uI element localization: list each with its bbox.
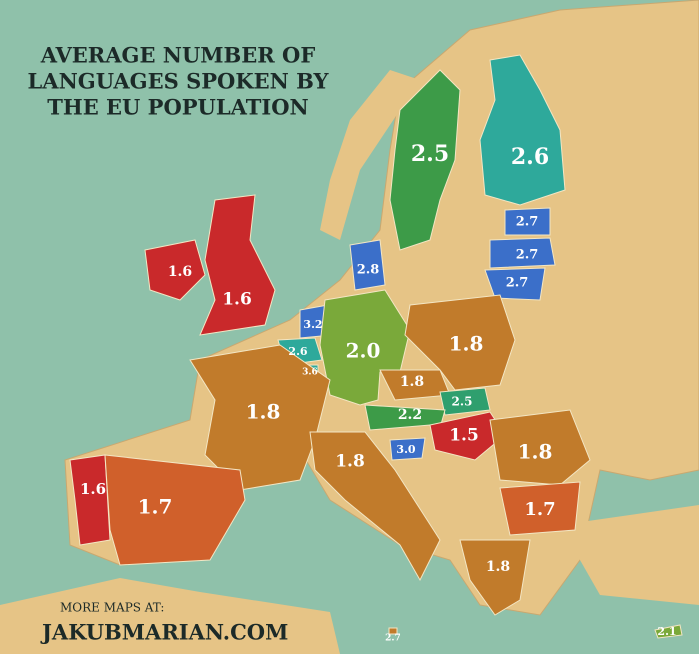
region	[319, 289, 411, 406]
region	[479, 54, 566, 206]
region	[69, 454, 111, 546]
region-label: 2.5	[411, 141, 449, 167]
land	[560, 505, 699, 605]
title-line: THE EU POPULATION	[47, 95, 308, 120]
region-label: 1.8	[518, 440, 553, 464]
region	[309, 431, 441, 582]
region-label: 1.6	[222, 290, 252, 310]
region-label: 3.2	[303, 318, 322, 331]
region	[404, 294, 516, 391]
region	[439, 387, 491, 416]
region	[388, 627, 398, 635]
region-label: 2.6	[511, 144, 549, 170]
region	[654, 624, 683, 639]
region-label: 2.5	[452, 395, 473, 409]
region-label: 2.7	[385, 634, 401, 644]
region	[104, 454, 246, 566]
region	[429, 411, 506, 461]
region	[389, 437, 426, 461]
region-label: 1.8	[400, 374, 424, 390]
region	[459, 539, 531, 616]
region-label: 1.7	[138, 495, 173, 519]
region-label: 1.5	[449, 426, 479, 446]
region-label: 1.6	[168, 264, 192, 280]
region-label: 2.8	[357, 263, 380, 278]
region-label: 1.7	[524, 499, 555, 520]
region-label: 2.0	[346, 339, 381, 363]
region	[484, 267, 546, 301]
region-label: 2.2	[398, 407, 422, 423]
region-label: 2.7	[516, 248, 539, 263]
region-label: 2.6	[288, 345, 307, 358]
region	[144, 239, 206, 301]
land	[0, 578, 340, 654]
region	[199, 194, 276, 336]
region-label: 1.8	[246, 400, 281, 424]
region-label: 1.6	[80, 480, 106, 498]
regions: 2.5 2.6 2.7 2.7 2.7 1.6 1.6 2.8 3.2 2.6 3.6 2.0 1.8 1…	[69, 54, 683, 644]
footer-site: JAKUBMARIAN.COM	[40, 620, 288, 645]
region	[489, 409, 591, 486]
region	[499, 481, 581, 536]
region	[189, 344, 331, 491]
region-label: 2.1	[657, 625, 676, 638]
region-label: 2.7	[506, 276, 529, 291]
region	[504, 207, 551, 236]
region-label: 2.7	[516, 215, 539, 230]
title-line: AVERAGE NUMBER OF	[40, 43, 316, 68]
region-label: 3.0	[396, 443, 415, 456]
region-label: 1.8	[449, 332, 484, 356]
footer-note: MORE MAPS AT:	[60, 601, 164, 615]
region-label: 3.6	[302, 368, 318, 378]
region	[489, 237, 556, 269]
region	[389, 69, 461, 251]
region-label: 1.8	[486, 559, 510, 575]
land	[320, 70, 420, 240]
title-line: LANGUAGES SPOKEN BY	[28, 69, 330, 94]
region	[349, 239, 386, 291]
region-label: 1.8	[335, 452, 365, 472]
